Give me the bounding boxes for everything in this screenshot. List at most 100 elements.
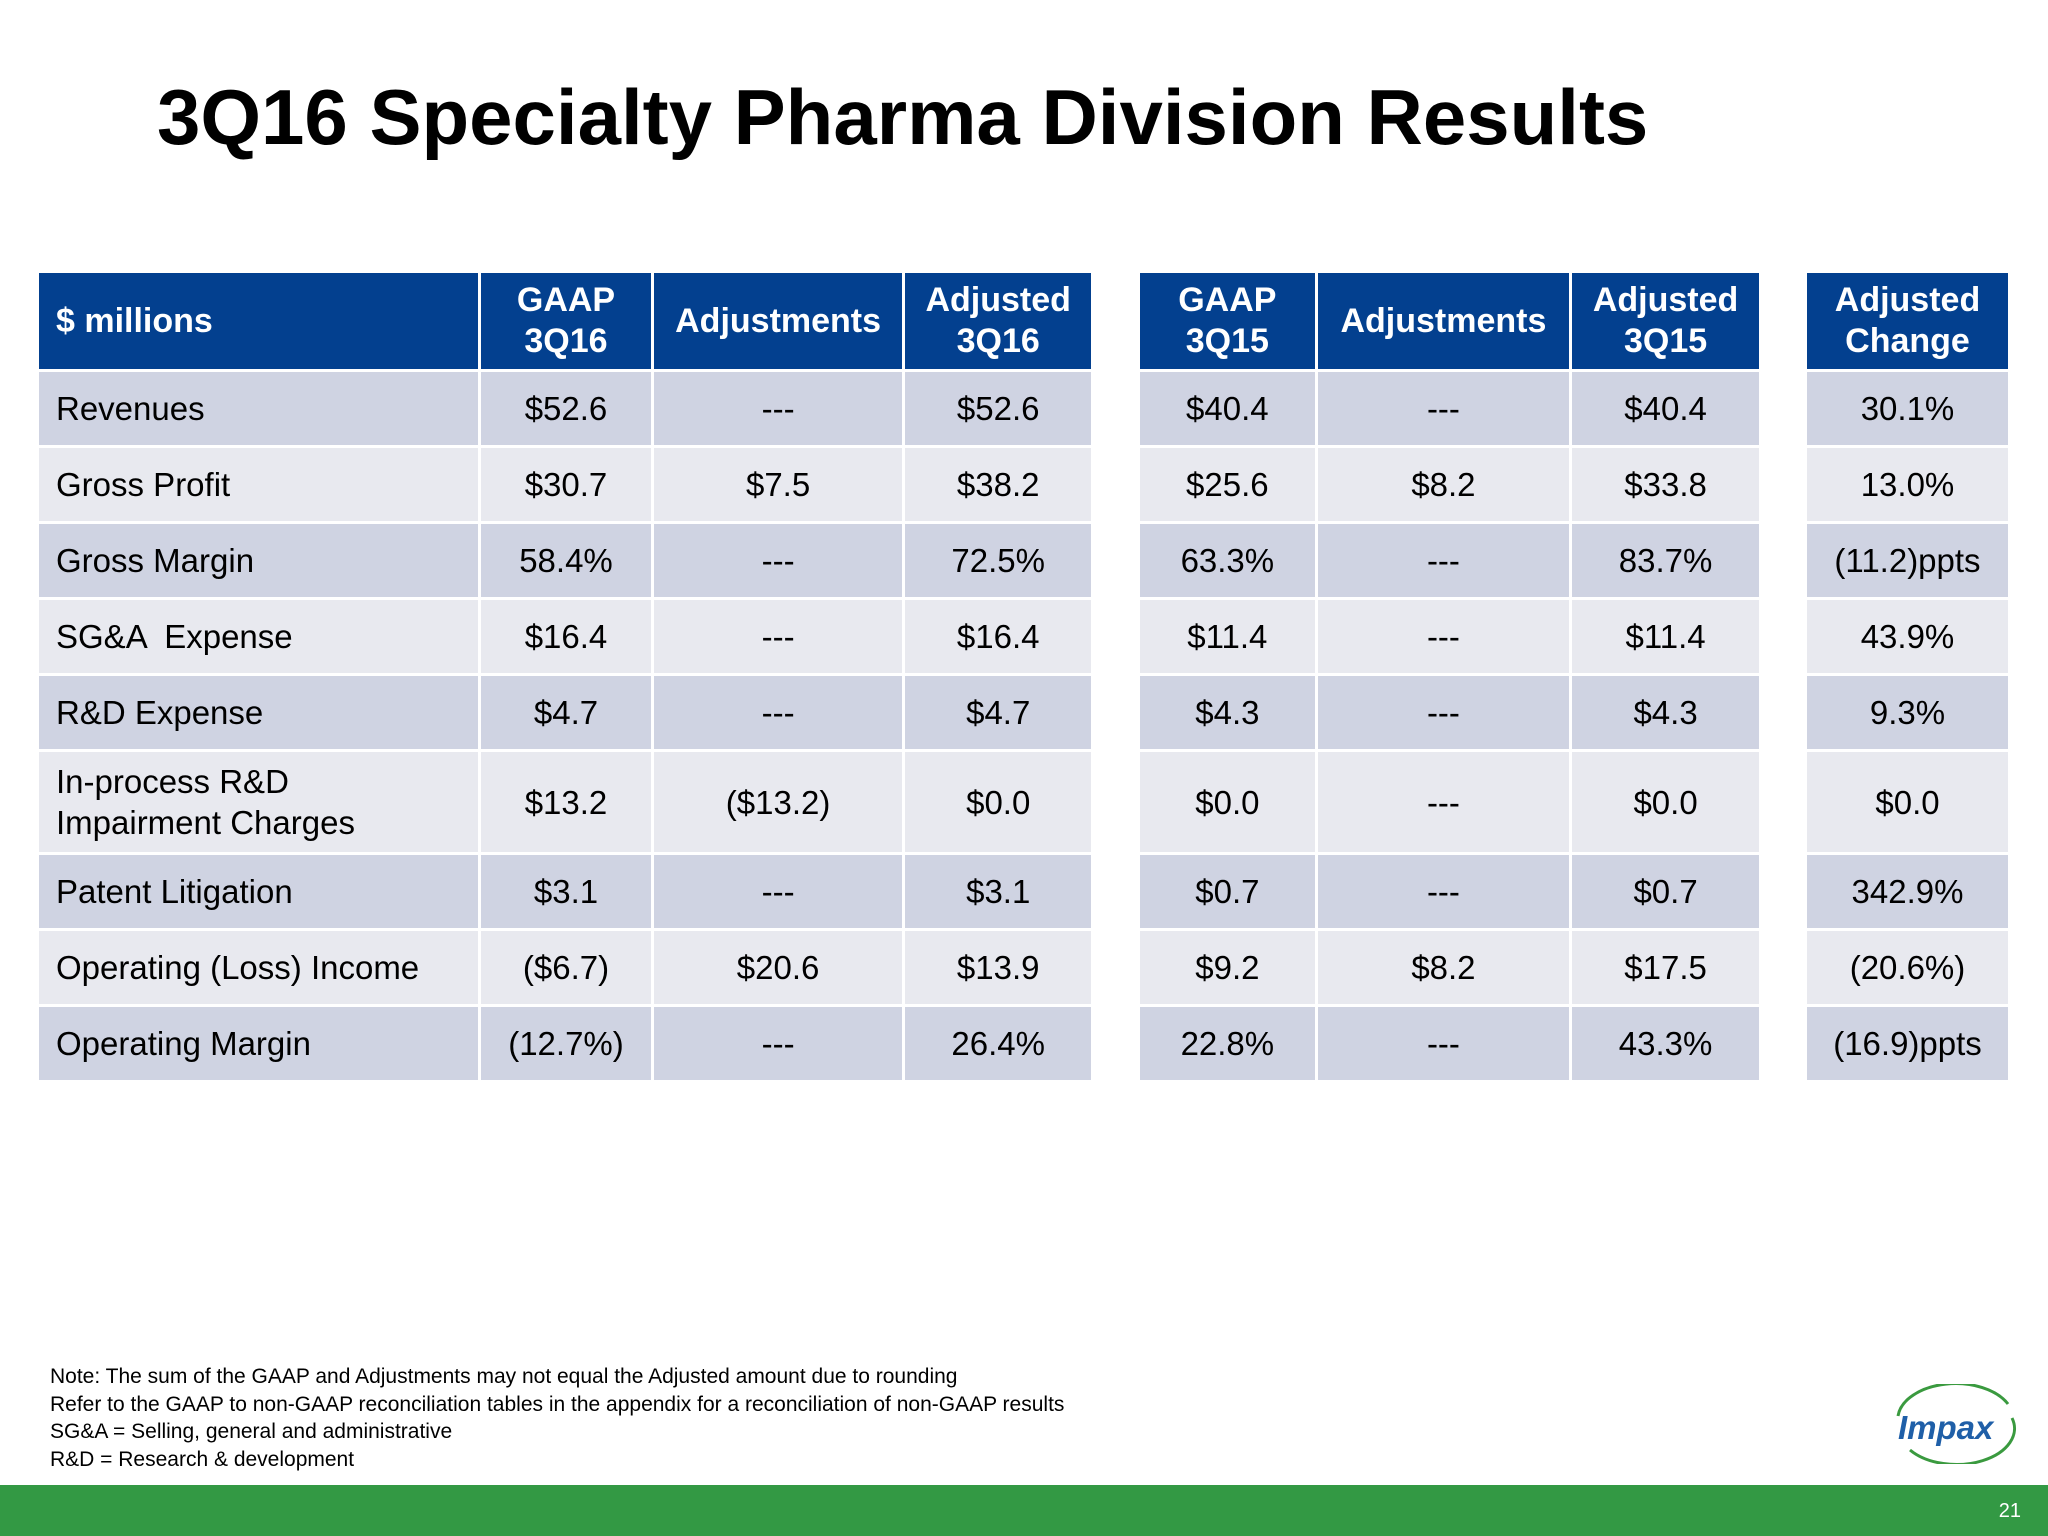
cell-adjusted-3q15: 83.7% [1572, 524, 1759, 597]
table-row: Gross Profit $30.7 $7.5 $38.2 [39, 448, 1091, 521]
table-row: 342.9% [1807, 855, 2008, 928]
table-row: (16.9)ppts [1807, 1007, 2008, 1080]
footnotes: Note: The sum of the GAAP and Adjustment… [50, 1363, 1064, 1473]
cell-adjusted-3q15: 43.3% [1572, 1007, 1759, 1080]
cell-gaap-3q16: $52.6 [481, 372, 651, 445]
page-number: 21 [1998, 1500, 2021, 1522]
cell-adjusted-3q15: $4.3 [1572, 676, 1759, 749]
impax-logo: Impax [1890, 1382, 2020, 1466]
header-adjusted-3q15: Adjusted 3Q15 [1572, 273, 1759, 369]
table-row: $25.6 $8.2 $33.8 [1140, 448, 1759, 521]
cell-gaap-3q16: $30.7 [481, 448, 651, 521]
row-label: Revenues [39, 372, 479, 445]
cell-adjusted-3q16: 72.5% [905, 524, 1091, 597]
row-label: Gross Margin [39, 524, 479, 597]
slide-title: 3Q16 Specialty Pharma Division Results [157, 73, 1649, 161]
cell-gaap-3q15: $0.0 [1140, 752, 1315, 852]
cell-adj-3q15: --- [1317, 524, 1570, 597]
results-table-3q16: $ millions GAAP 3Q16 Adjustments Adjuste… [36, 270, 1094, 1083]
footnote: Refer to the GAAP to non-GAAP reconcilia… [50, 1392, 1065, 1416]
row-label-line2: Impairment Charges [56, 804, 355, 841]
table-row: R&D Expense $4.7 --- $4.7 [39, 676, 1091, 749]
table-row: Patent Litigation $3.1 --- $3.1 [39, 855, 1091, 928]
cell-adj-3q15: --- [1317, 600, 1570, 673]
row-label: Operating (Loss) Income [39, 931, 479, 1004]
cell-adjusted-3q16: $38.2 [905, 448, 1091, 521]
table-row: 43.9% [1807, 600, 2008, 673]
cell-adj-3q16: --- [653, 1007, 903, 1080]
results-table-change: Adjusted Change 30.1% 13.0% (11.2)ppts 4… [1804, 270, 2011, 1083]
row-label: Operating Margin [39, 1007, 479, 1080]
table-row: (20.6%) [1807, 931, 2008, 1004]
cell-gaap-3q16: (12.7%) [481, 1007, 651, 1080]
table-header-row: GAAP 3Q15 Adjustments Adjusted 3Q15 [1140, 273, 1759, 369]
table-row: 22.8% --- 43.3% [1140, 1007, 1759, 1080]
footnote: Note: The sum of the GAAP and Adjustment… [50, 1365, 958, 1388]
cell-gaap-3q16: $16.4 [481, 600, 651, 673]
row-label: SG&A Expense [39, 600, 479, 673]
table-row: $0.0 [1807, 752, 2008, 852]
cell-change: 43.9% [1807, 600, 2008, 673]
header-adjustments-3q16: Adjustments [653, 273, 903, 369]
row-label: Gross Profit [39, 448, 479, 521]
cell-gaap-3q15: $4.3 [1140, 676, 1315, 749]
cell-gaap-3q15: 22.8% [1140, 1007, 1315, 1080]
cell-adj-3q16: --- [653, 676, 903, 749]
cell-gaap-3q16: $13.2 [481, 752, 651, 852]
cell-adj-3q15: --- [1317, 752, 1570, 852]
table-row: 30.1% [1807, 372, 2008, 445]
table-row: $0.0 --- $0.0 [1140, 752, 1759, 852]
cell-adj-3q16: --- [653, 600, 903, 673]
row-label: In-process R&D Impairment Charges [39, 752, 479, 852]
table-row: Revenues $52.6 --- $52.6 [39, 372, 1091, 445]
header-gaap-3q16: GAAP 3Q16 [481, 273, 651, 369]
cell-gaap-3q15: $11.4 [1140, 600, 1315, 673]
table-row: (11.2)ppts [1807, 524, 2008, 597]
cell-change: 9.3% [1807, 676, 2008, 749]
footnote: R&D = Research & development [50, 1447, 355, 1471]
cell-gaap-3q16: $4.7 [481, 676, 651, 749]
row-label-line1: In-process R&D [56, 763, 289, 800]
cell-gaap-3q15: 63.3% [1140, 524, 1315, 597]
cell-adj-3q15: --- [1317, 372, 1570, 445]
cell-adj-3q16: $20.6 [653, 931, 903, 1004]
table-header-row: $ millions GAAP 3Q16 Adjustments Adjuste… [39, 273, 1091, 369]
cell-adjusted-3q16: $0.0 [905, 752, 1091, 852]
table-row: $40.4 --- $40.4 [1140, 372, 1759, 445]
cell-adj-3q15: --- [1317, 676, 1570, 749]
cell-adj-3q15: $8.2 [1317, 931, 1570, 1004]
cell-gaap-3q15: $0.7 [1140, 855, 1315, 928]
row-label: R&D Expense [39, 676, 479, 749]
header-adjusted-change: Adjusted Change [1807, 273, 2008, 369]
cell-adjusted-3q15: $11.4 [1572, 600, 1759, 673]
cell-adj-3q16: --- [653, 524, 903, 597]
footnote: SG&A = Selling, general and administrati… [50, 1420, 453, 1443]
cell-adj-3q16: --- [653, 855, 903, 928]
cell-change: 13.0% [1807, 448, 2008, 521]
header-adjusted-3q16-label: Adjusted 3Q16 [925, 281, 1071, 360]
table-row: 9.3% [1807, 676, 2008, 749]
cell-adj-3q15: --- [1317, 855, 1570, 928]
logo-swoosh-bottom [1909, 1417, 2017, 1466]
cell-adj-3q16: ($13.2) [653, 752, 903, 852]
impax-logo-mark: Impax [1896, 1382, 2017, 1466]
table-row: In-process R&D Impairment Charges $13.2 ($1… [39, 752, 1091, 852]
table-row: $0.7 --- $0.7 [1140, 855, 1759, 928]
table-row: 63.3% --- 83.7% [1140, 524, 1759, 597]
cell-change: 30.1% [1807, 372, 2008, 445]
cell-adjusted-3q16: $52.6 [905, 372, 1091, 445]
cell-change: (16.9)ppts [1807, 1007, 2008, 1080]
cell-gaap-3q15: $9.2 [1140, 931, 1315, 1004]
cell-gaap-3q16: ($6.7) [481, 931, 651, 1004]
table-row: Operating Margin (12.7%) --- 26.4% [39, 1007, 1091, 1080]
table-row: $9.2 $8.2 $17.5 [1140, 931, 1759, 1004]
cell-gaap-3q16: 58.4% [481, 524, 651, 597]
cell-adj-3q16: $7.5 [653, 448, 903, 521]
logo-text: Impax [1898, 1409, 1995, 1446]
header-adjusted-3q15-label: Adjusted 3Q15 [1592, 281, 1739, 360]
table-row: Gross Margin 58.4% --- 72.5% [39, 524, 1091, 597]
cell-gaap-3q15: $25.6 [1140, 448, 1315, 521]
cell-adj-3q16: --- [653, 372, 903, 445]
table-row: 13.0% [1807, 448, 2008, 521]
cell-gaap-3q15: $40.4 [1140, 372, 1315, 445]
